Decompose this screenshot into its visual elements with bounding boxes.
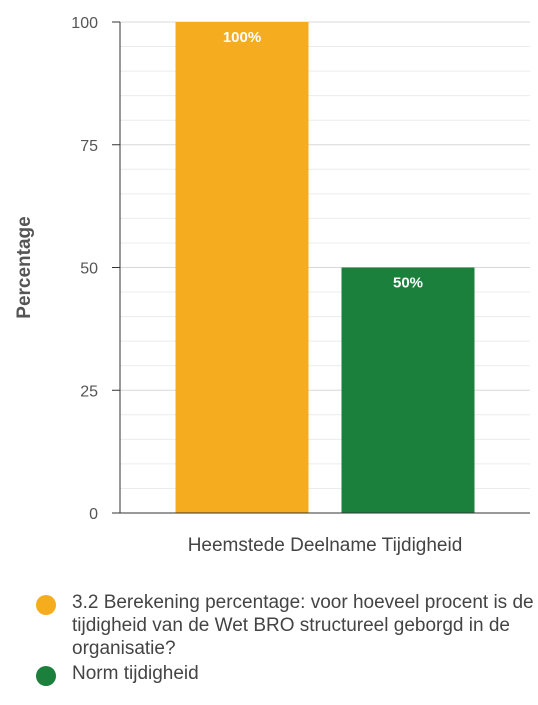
bar-data-label: 100% <box>223 29 261 46</box>
bar-series-2[interactable] <box>341 267 475 514</box>
legend: 3.2 Berekening percentage: voor hoeveel … <box>34 591 534 687</box>
y-tick-label: 50 <box>80 261 98 278</box>
legend-marker-icon <box>36 595 56 615</box>
y-tick-label: 25 <box>80 383 98 400</box>
chart-area: 0 25 50 75 100 100% 50% Percentage Heemstede … <box>14 15 530 556</box>
legend-marker-icon <box>36 666 56 686</box>
y-tick-label: 75 <box>80 138 98 155</box>
y-tick-label: 0 <box>89 506 98 523</box>
legend-label: 3.2 Berekening percentage: voor hoeveel … <box>72 592 534 659</box>
legend-item-series-2[interactable]: Norm tijdigheid <box>34 662 534 686</box>
y-axis-title: Percentage <box>14 216 35 318</box>
bar-series-1[interactable] <box>175 22 309 513</box>
legend-item-series-1[interactable]: 3.2 Berekening percentage: voor hoeveel … <box>34 591 534 660</box>
bars: 100% 50% <box>175 22 475 514</box>
bar-chart: 0 25 50 75 100 100% 50% Percentage Heemstede … <box>14 15 530 556</box>
legend-label: Norm tijdigheid <box>72 663 199 684</box>
y-axis-ticks: 0 25 50 75 100 <box>71 15 120 523</box>
bar-data-label: 50% <box>393 275 423 292</box>
y-tick-label: 100 <box>71 15 98 32</box>
x-axis-category-label: Heemstede Deelname Tijdigheid <box>188 535 463 556</box>
